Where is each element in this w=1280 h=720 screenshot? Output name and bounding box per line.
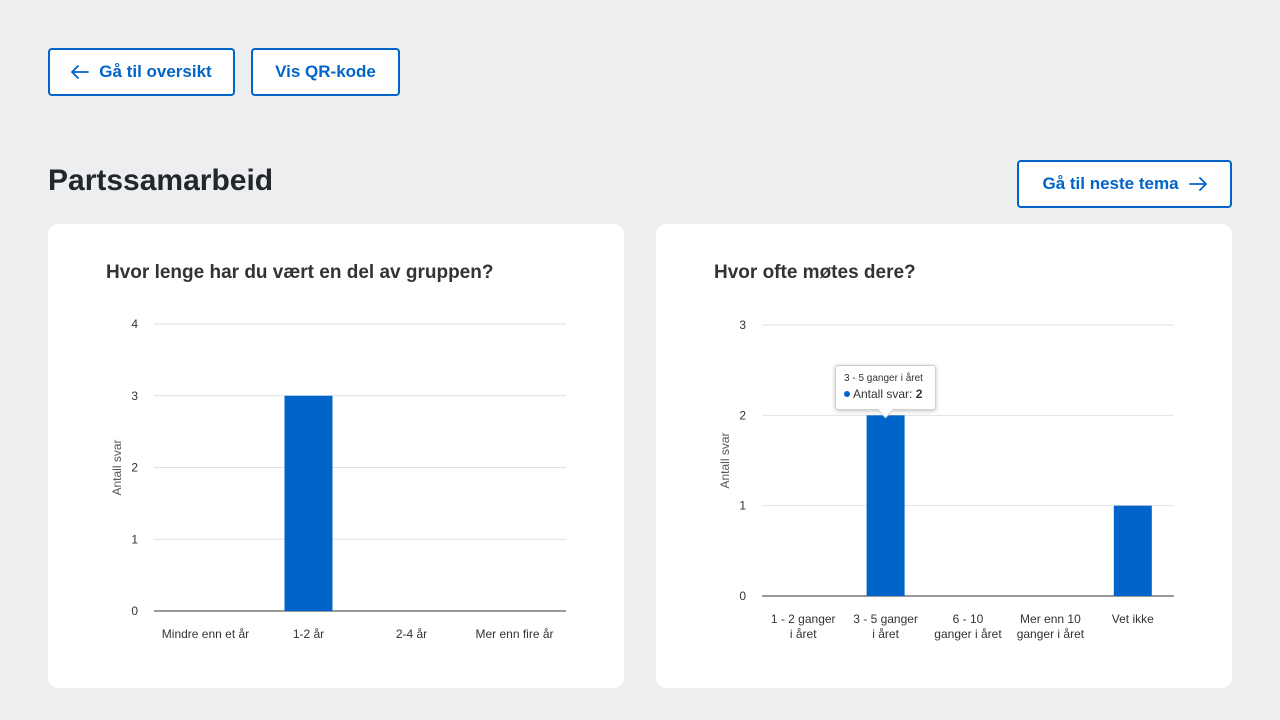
back-button-label: Gå til oversikt [99, 62, 212, 81]
y-axis-label: Antall svar [718, 432, 732, 488]
qr-button-label: Vis QR-kode [275, 62, 376, 81]
page-title: Partssamarbeid [48, 164, 274, 197]
next-button-label: Gå til neste tema [1042, 174, 1179, 193]
arrow-left-icon [71, 65, 90, 79]
x-tick-label: Mer enn fire år [475, 627, 553, 641]
bar[interactable] [866, 415, 905, 596]
chart-title: Hvor lenge har du vært en del av gruppen… [106, 262, 494, 283]
y-tick-label: 0 [131, 604, 138, 618]
tooltip-value: 2 [915, 387, 923, 401]
x-tick-label: 3 - 5 ganger [853, 612, 918, 626]
tooltip-category: 3 - 5 ganger i året [844, 373, 923, 384]
chart-tooltip: 3 - 5 ganger i året Antall svar: 2 [835, 365, 936, 419]
x-tick-label: ganger i året [1017, 627, 1085, 641]
tooltip-series: Antall svar [853, 387, 910, 401]
chart-card-group-tenure: Hvor lenge har du vært en del av gruppen… [48, 224, 624, 688]
series-dot-icon [844, 391, 850, 397]
next-theme-button[interactable]: Gå til neste tema [1017, 160, 1232, 208]
bar[interactable] [284, 395, 333, 611]
show-qr-code-button[interactable]: Vis QR-kode [251, 48, 400, 96]
x-tick-label: Mer enn 10 [1020, 612, 1081, 626]
x-tick-label: ganger i året [934, 627, 1002, 641]
y-tick-label: 4 [131, 317, 138, 331]
x-tick-label: i året [790, 627, 817, 641]
arrow-right-icon [1188, 177, 1207, 191]
back-to-overview-button[interactable]: Gå til oversikt [48, 48, 235, 96]
x-tick-label: 2-4 år [396, 627, 427, 641]
bar[interactable] [1113, 505, 1152, 596]
x-tick-label: 6 - 10 [953, 612, 984, 626]
x-tick-label: 1 - 2 ganger [771, 612, 836, 626]
y-tick-label: 0 [739, 589, 746, 603]
y-tick-label: 3 [739, 318, 746, 332]
y-tick-label: 3 [131, 389, 138, 403]
x-tick-label: Mindre enn et år [162, 627, 249, 641]
y-tick-label: 1 [131, 532, 138, 546]
x-tick-label: i året [872, 627, 899, 641]
bar-chart-group-tenure: 0 1 2 3 4 Antall svar Mindre enn et år 1-2 år 2-… [110, 317, 566, 641]
y-tick-label: 1 [739, 499, 746, 513]
y-axis-label: Antall svar [110, 439, 124, 495]
x-tick-label: 1-2 år [293, 627, 324, 641]
y-tick-label: 2 [739, 408, 746, 422]
chart-card-meeting-frequency: Hvor ofte møtes dere? 0 1 2 3 Antall svar 1 -… [656, 224, 1232, 688]
x-tick-label: Vet ikke [1112, 612, 1154, 626]
y-tick-label: 2 [131, 461, 138, 475]
chart-title: Hvor ofte møtes dere? [714, 262, 916, 283]
